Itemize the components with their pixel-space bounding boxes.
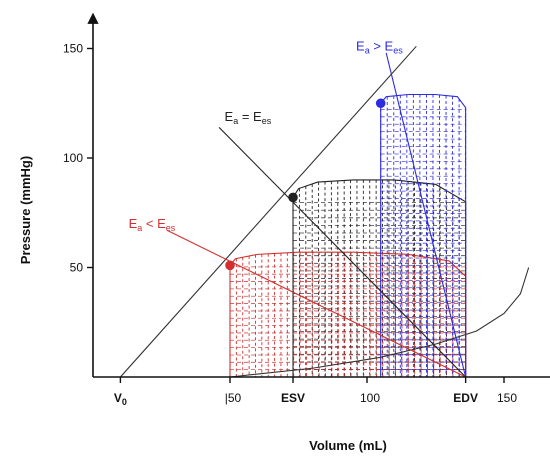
x-marker-label: ESV (281, 391, 305, 405)
x-axis-title: Volume (mL) (309, 438, 387, 453)
pv-loop-blue (380, 93, 467, 377)
y-axis-title: Pressure (mmHg) (18, 156, 33, 264)
ea-line-red (166, 229, 466, 378)
espvr-line (119, 45, 417, 378)
ea-label-red: Ea < Ees (129, 216, 176, 233)
es-point-blue (375, 98, 386, 109)
pv-loops (229, 93, 467, 377)
end-systolic-points (225, 98, 386, 271)
reference-lines (119, 45, 530, 378)
x-marker-label: EDV (453, 391, 478, 405)
ea-line-blue (385, 52, 467, 378)
y-tick-label: 50 (70, 261, 84, 275)
axis-ticks: 50 100 150 |50 100 150 V0 ESV EDV (63, 42, 517, 408)
x-tick-label: 100 (360, 391, 380, 405)
x-tick-label: 150 (497, 391, 517, 405)
x-tick-label: |50 (225, 391, 242, 405)
pv-loop-red (229, 251, 467, 377)
ea-label-blue: Ea > Ees (356, 39, 403, 56)
y-tick-label: 100 (63, 151, 83, 165)
ea-line-black (218, 126, 467, 378)
es-point-black (288, 192, 298, 203)
loop-outline (229, 251, 467, 377)
annotations: Ea = Ees Ea < Ees Ea > Ees (129, 39, 404, 233)
ea-label-black: Ea = Ees (225, 109, 272, 126)
x-marker-label: V0 (114, 391, 127, 407)
y-tick-label: 150 (63, 42, 83, 56)
es-point-red (225, 260, 235, 271)
